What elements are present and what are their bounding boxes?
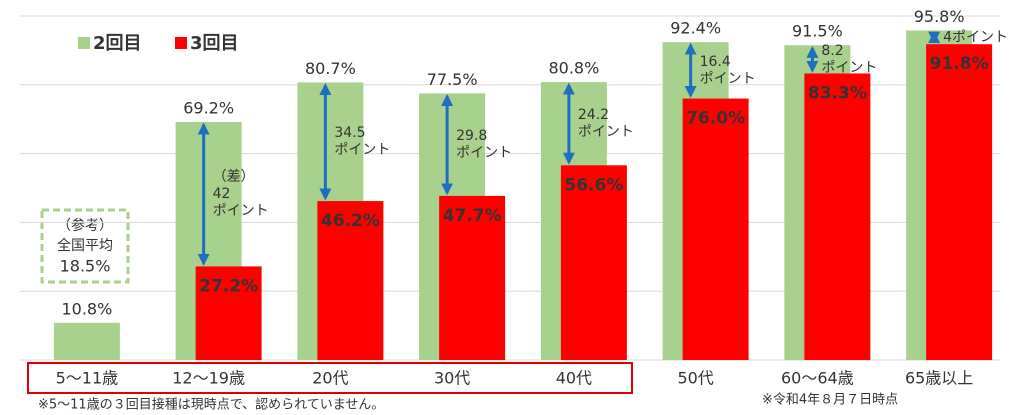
- difference-label: ポイント: [456, 145, 512, 161]
- value-label: 47.7%: [443, 206, 502, 226]
- difference-label: ポイント: [213, 203, 269, 219]
- difference-label: 16.4: [700, 54, 731, 70]
- footnote: ※令和4年８月７日時点: [762, 393, 898, 408]
- x-tick-label: 20代: [312, 369, 348, 388]
- difference-label: 24.2: [578, 107, 609, 123]
- value-label: 10.8%: [61, 299, 112, 318]
- difference-label: ポイント: [700, 71, 756, 87]
- value-label: 69.2%: [183, 98, 234, 117]
- bar: [926, 44, 993, 360]
- bar: [195, 266, 262, 360]
- x-tick-label: 5〜11歳: [56, 369, 119, 388]
- difference-label: 42: [213, 186, 231, 202]
- footnote: ※5〜11歳の３回目接種は現時点で、認められていません。: [38, 397, 384, 413]
- difference-label: ポイント: [578, 124, 634, 140]
- value-label: 77.5%: [427, 70, 478, 89]
- difference-label: 34.5: [334, 125, 365, 141]
- value-label: 95.8%: [914, 7, 965, 26]
- bar: [804, 73, 871, 360]
- bar: [560, 165, 627, 360]
- difference-label: 29.8: [456, 128, 487, 144]
- reference-text: （参考）: [57, 217, 113, 234]
- legend-label: 3回目: [190, 33, 239, 54]
- difference-label: （差）: [213, 169, 255, 185]
- x-tick-label: 40代: [556, 369, 592, 388]
- value-label: 76.0%: [686, 109, 745, 129]
- x-tick-label: 65歳以上: [905, 369, 973, 388]
- legend-label: 2回目: [93, 33, 142, 54]
- value-label: 80.8%: [548, 59, 599, 78]
- bar: [682, 98, 749, 360]
- value-label: 83.3%: [808, 83, 867, 103]
- reference-text: 18.5%: [60, 257, 111, 276]
- x-tick-label: 60〜64歳: [781, 369, 854, 388]
- value-label: 92.4%: [670, 19, 721, 38]
- value-label: 80.7%: [305, 59, 356, 78]
- x-tick-label: 50代: [677, 369, 713, 388]
- highlight-box: [27, 362, 633, 394]
- difference-label: 4ポイント: [943, 29, 1008, 45]
- bar: [439, 195, 506, 360]
- bar: [317, 201, 384, 360]
- value-label: 91.5%: [792, 22, 843, 41]
- reference-text: 全国平均: [57, 237, 113, 254]
- legend-swatch: [78, 37, 90, 49]
- x-tick-label: 12〜19歳: [172, 369, 245, 388]
- legend-swatch: [175, 37, 187, 49]
- reference-box: [40, 208, 130, 284]
- value-label: 56.6%: [564, 175, 623, 195]
- value-label: 27.2%: [199, 276, 258, 296]
- value-label: 46.2%: [321, 211, 380, 231]
- difference-label: ポイント: [334, 142, 390, 158]
- value-label: 91.8%: [930, 54, 989, 74]
- difference-label: 8.2: [821, 43, 843, 59]
- bar: [53, 322, 120, 360]
- difference-label: ポイント: [821, 60, 877, 76]
- x-tick-label: 30代: [434, 369, 470, 388]
